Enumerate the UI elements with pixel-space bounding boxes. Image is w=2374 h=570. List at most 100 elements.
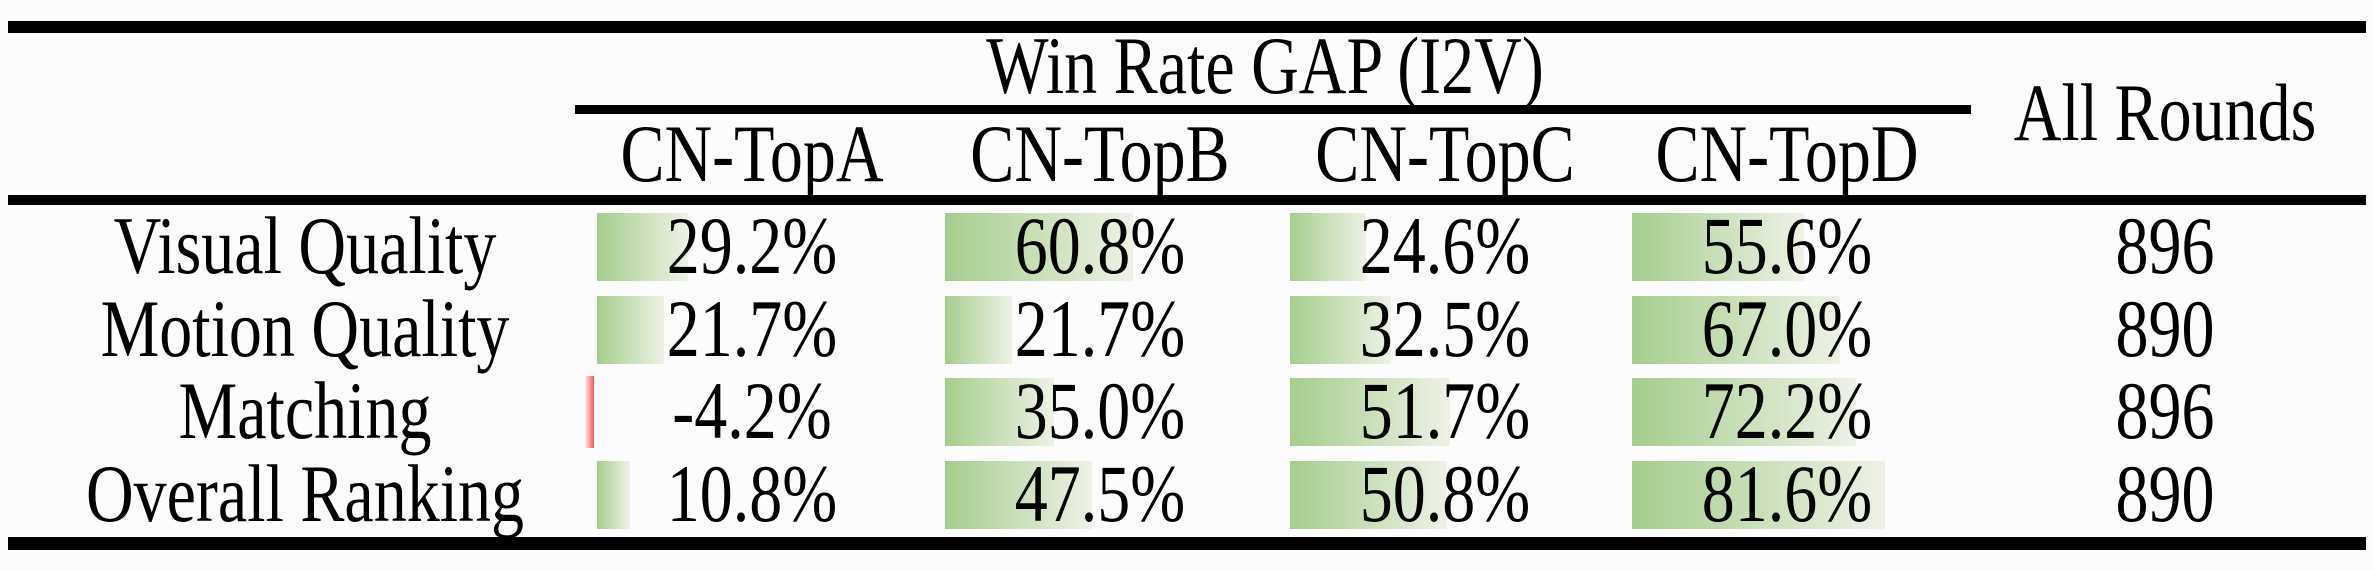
row-label: Motion Quality bbox=[20, 284, 590, 375]
data-bar-cell: 32.5% bbox=[1290, 284, 1600, 375]
data-bar bbox=[1290, 213, 1366, 281]
cell-value-text: 29.2% bbox=[666, 201, 838, 292]
column-header: CN-TopA bbox=[552, 109, 952, 200]
all-rounds-header: All Rounds bbox=[1990, 33, 2340, 195]
data-bar bbox=[1290, 460, 1447, 529]
data-bar-cell: 21.7% bbox=[597, 284, 907, 375]
cell-value: 50.8% bbox=[1290, 449, 1600, 540]
cell-value-text: 10.8% bbox=[666, 448, 838, 540]
data-bar-cell: 47.5% bbox=[945, 449, 1255, 540]
data-bar bbox=[945, 295, 1012, 364]
cell-value-text: 55.6% bbox=[1701, 201, 1873, 292]
group-underline-rule bbox=[575, 105, 1971, 114]
row-label-text: Matching bbox=[178, 366, 432, 457]
data-bar bbox=[1632, 460, 1885, 529]
cell-value-text: 47.5% bbox=[1014, 448, 1186, 540]
column-header: CN-TopB bbox=[900, 109, 1300, 200]
cell-value-text: 81.6% bbox=[1701, 448, 1873, 540]
all-rounds-text: 896 bbox=[2115, 366, 2215, 457]
column-header-label: CN-TopD bbox=[1655, 108, 1919, 200]
all-rounds-value: 890 bbox=[1990, 449, 2340, 540]
cell-value: 60.8% bbox=[945, 201, 1255, 292]
data-bar-cell: 29.2% bbox=[597, 201, 907, 292]
all-rounds-value: 896 bbox=[1990, 201, 2340, 292]
data-bar bbox=[1290, 378, 1450, 446]
row-label-text: Motion Quality bbox=[100, 283, 510, 375]
data-bar bbox=[945, 378, 1054, 446]
cell-value: 51.7% bbox=[1290, 366, 1600, 457]
cell-value-text: 60.8% bbox=[1014, 201, 1186, 292]
row-label: Matching bbox=[20, 366, 590, 457]
cell-value: 32.5% bbox=[1290, 284, 1600, 375]
column-header: CN-TopC bbox=[1245, 109, 1645, 200]
data-bar-cell: 60.8% bbox=[945, 201, 1255, 292]
data-bar bbox=[1290, 295, 1391, 364]
cell-value-text: -4.2% bbox=[672, 366, 832, 457]
column-header-label: CN-TopB bbox=[970, 108, 1230, 200]
cell-value: -4.2% bbox=[597, 366, 907, 457]
cell-value-text: 67.0% bbox=[1701, 283, 1873, 375]
cell-value: 24.6% bbox=[1290, 201, 1600, 292]
bottom-rule bbox=[8, 537, 2366, 550]
group-header-title: Win Rate GAP (I2V) bbox=[986, 21, 1544, 112]
row-label: Visual Quality bbox=[20, 201, 590, 292]
cell-value: 21.7% bbox=[945, 284, 1255, 375]
table-row: Motion Quality 21.7% 21.7% 32.5% 67.0% 890 bbox=[0, 284, 2374, 375]
all-rounds-text: 896 bbox=[2115, 201, 2215, 292]
cell-value: 29.2% bbox=[597, 201, 907, 292]
all-rounds-text: 890 bbox=[2115, 283, 2215, 375]
cell-value-text: 50.8% bbox=[1359, 448, 1531, 540]
data-bar-cell: 51.7% bbox=[1290, 366, 1600, 457]
data-bar-cell: 67.0% bbox=[1632, 284, 1942, 375]
group-header: Win Rate GAP (I2V) bbox=[560, 21, 1970, 112]
data-bar bbox=[597, 460, 630, 529]
data-bar-cell: 21.7% bbox=[945, 284, 1255, 375]
data-bar bbox=[597, 295, 664, 364]
data-bar-cell: 24.6% bbox=[1290, 201, 1600, 292]
cell-value: 72.2% bbox=[1632, 366, 1942, 457]
header-separator-rule bbox=[8, 195, 2366, 205]
row-label-text: Overall Ranking bbox=[85, 448, 525, 540]
column-header-label: CN-TopC bbox=[1315, 108, 1575, 200]
data-bar-cell: 72.2% bbox=[1632, 366, 1942, 457]
data-bar bbox=[597, 213, 688, 281]
data-bar bbox=[1632, 213, 1804, 281]
cell-value: 21.7% bbox=[597, 284, 907, 375]
cell-value: 10.8% bbox=[597, 449, 907, 540]
data-bar bbox=[945, 213, 1133, 281]
data-bar-cell: 35.0% bbox=[945, 366, 1255, 457]
data-bar bbox=[1632, 295, 1840, 364]
cell-value: 35.0% bbox=[945, 366, 1255, 457]
data-bar bbox=[1632, 378, 1856, 446]
cell-value-text: 21.7% bbox=[1014, 283, 1186, 375]
cell-value-text: 21.7% bbox=[666, 283, 838, 375]
cell-value: 67.0% bbox=[1632, 284, 1942, 375]
table-row: Visual Quality 29.2% 60.8% 24.6% 55.6% 896 bbox=[0, 201, 2374, 292]
cell-value-text: 72.2% bbox=[1701, 366, 1873, 457]
all-rounds-value: 896 bbox=[1990, 366, 2340, 457]
cell-value-text: 51.7% bbox=[1359, 366, 1531, 457]
data-bar bbox=[945, 460, 1092, 529]
table-row: Overall Ranking 10.8% 47.5% 50.8% 81.6% 890 bbox=[0, 449, 2374, 540]
data-bar-cell: 10.8% bbox=[597, 449, 907, 540]
all-rounds-value: 890 bbox=[1990, 284, 2340, 375]
cell-value-text: 32.5% bbox=[1359, 283, 1531, 375]
row-label: Overall Ranking bbox=[20, 449, 590, 540]
top-rule bbox=[8, 21, 2366, 33]
cell-value: 81.6% bbox=[1632, 449, 1942, 540]
cell-value: 55.6% bbox=[1632, 201, 1942, 292]
data-bar-cell: 55.6% bbox=[1632, 201, 1942, 292]
cell-value: 47.5% bbox=[945, 449, 1255, 540]
column-header-label: CN-TopA bbox=[620, 108, 884, 200]
data-bar-cell: 81.6% bbox=[1632, 449, 1942, 540]
data-bar-cell: 50.8% bbox=[1290, 449, 1600, 540]
data-bar-cell: -4.2% bbox=[586, 366, 907, 457]
cell-value-text: 35.0% bbox=[1014, 366, 1186, 457]
table-body: Visual Quality 29.2% 60.8% 24.6% 55.6% 896 Mot… bbox=[0, 201, 2374, 540]
all-rounds-text: 890 bbox=[2115, 448, 2215, 540]
negative-data-bar bbox=[586, 376, 594, 448]
cell-value-text: 24.6% bbox=[1359, 201, 1531, 292]
column-header: CN-TopD bbox=[1587, 109, 1987, 200]
table-row: Matching -4.2% 35.0% 51.7% 72.2% 896 bbox=[0, 366, 2374, 457]
